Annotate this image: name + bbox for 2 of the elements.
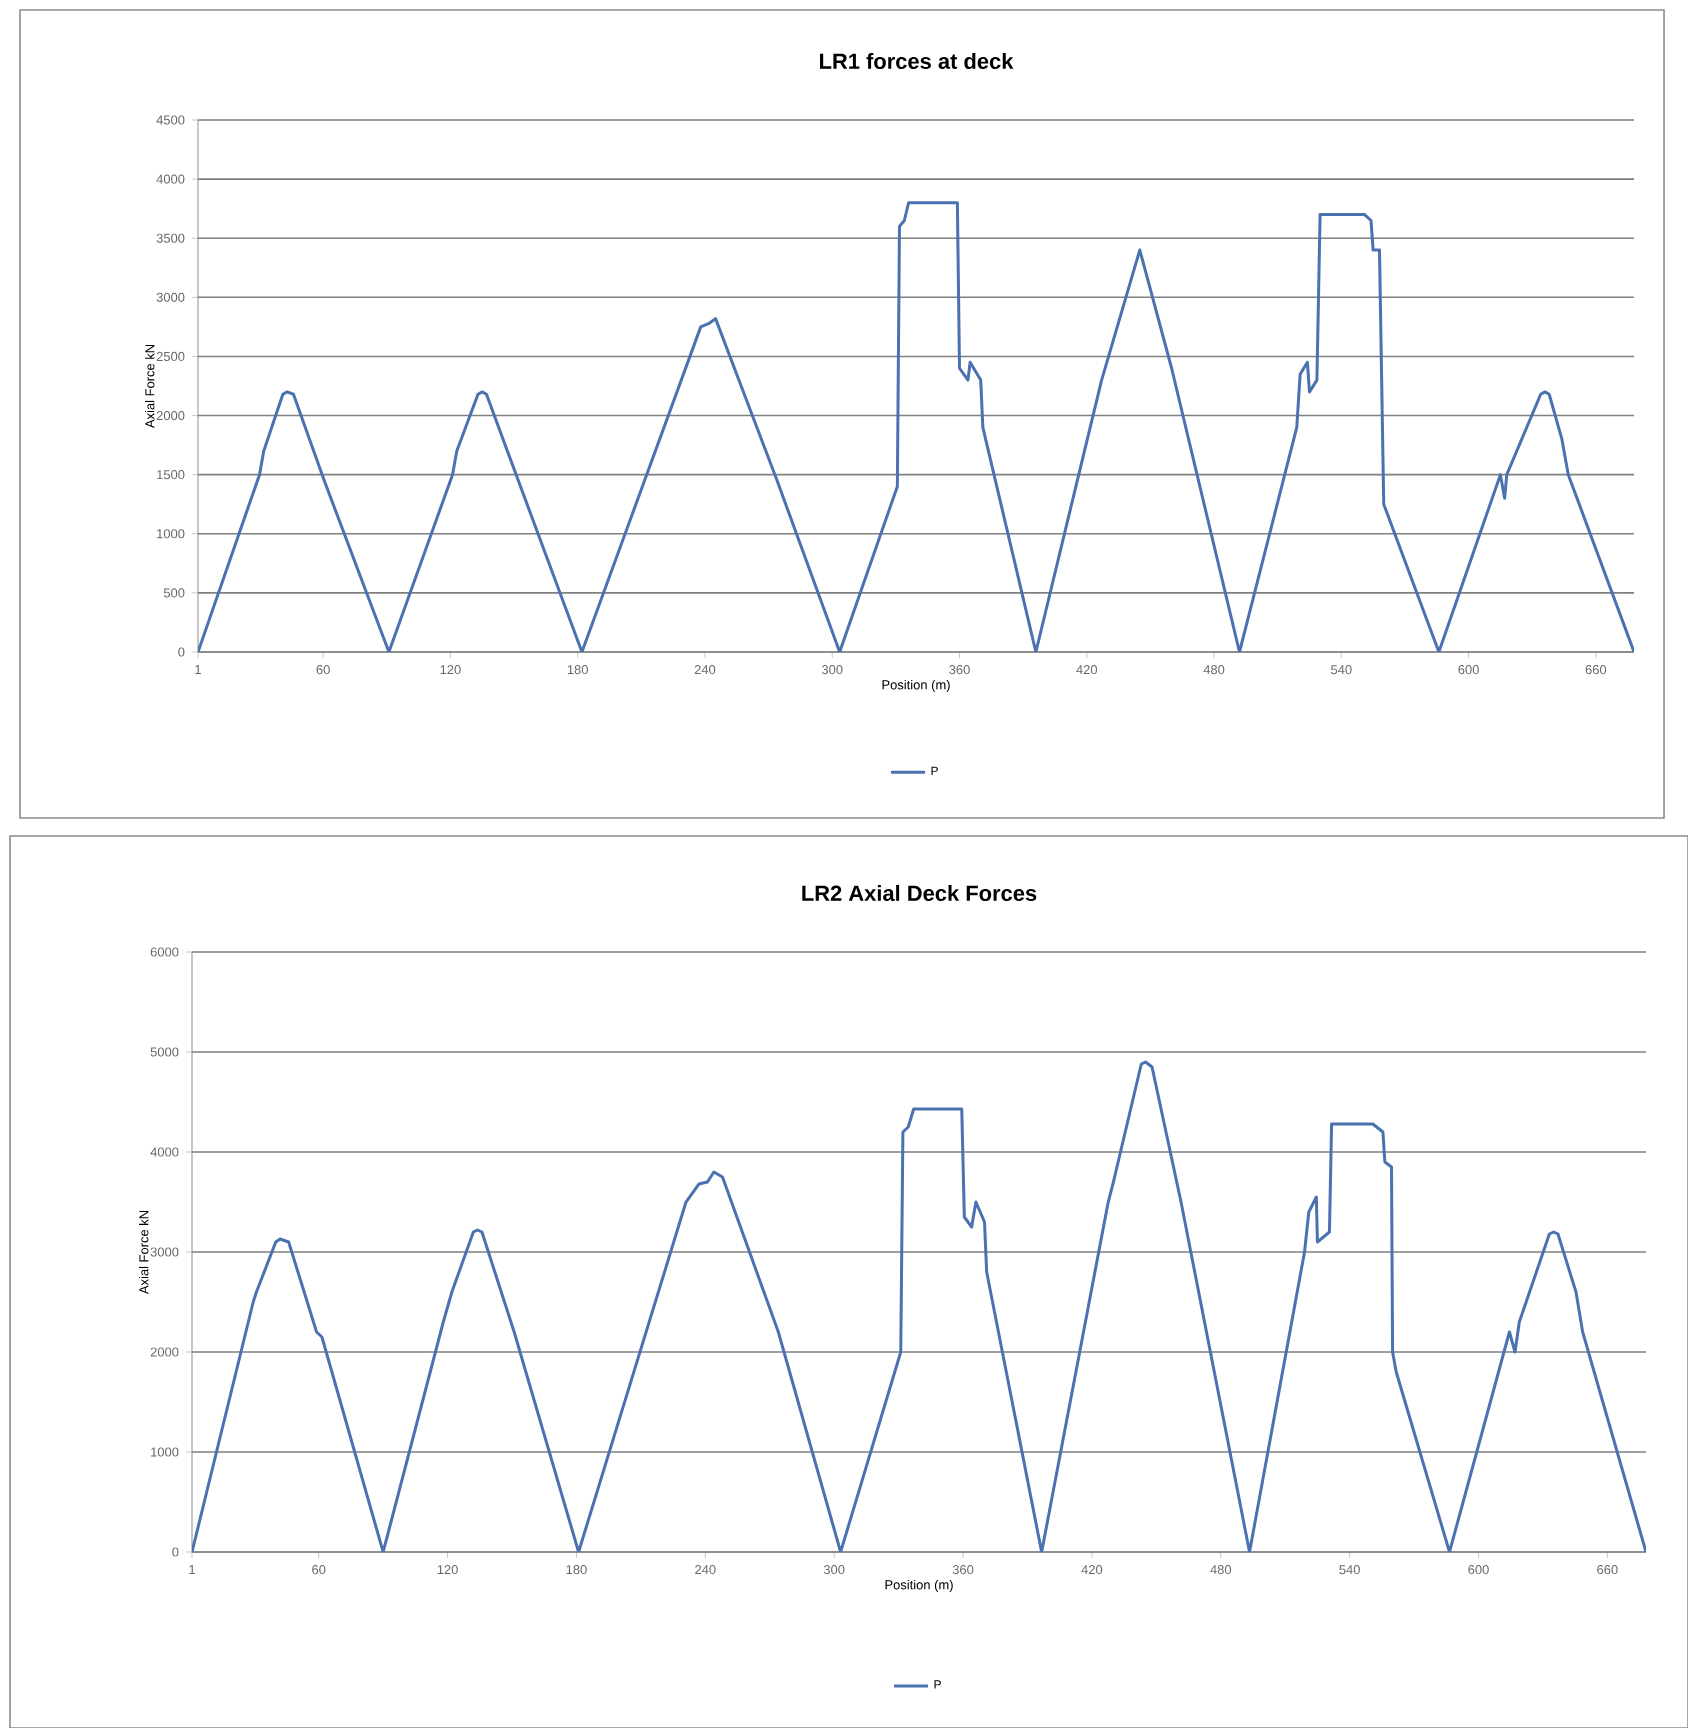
chart-title: LR2 Axial Deck Forces: [802, 884, 1037, 902]
chart-title: LR1 forces at deck: [820, 52, 1014, 69]
